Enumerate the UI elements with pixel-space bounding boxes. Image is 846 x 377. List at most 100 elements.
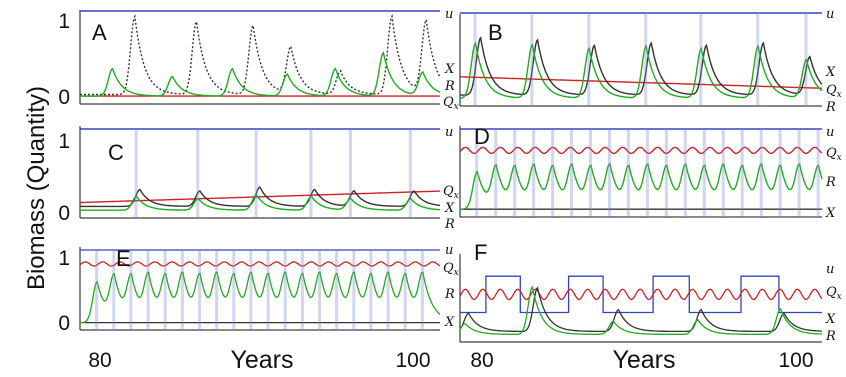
line-Q-D: [459, 146, 823, 155]
u-band-E-2: [129, 250, 133, 330]
series-label-E-R: R: [444, 287, 455, 302]
panel-A: 1 0 A u X R Qx: [58, 7, 458, 112]
u-band-D-4: [551, 129, 555, 217]
xtick-100-right: 100: [778, 349, 813, 372]
u-band-C-2: [254, 129, 258, 218]
u-band-C-4: [348, 129, 352, 218]
u-band-B-0: [473, 13, 477, 106]
line-R-B: [459, 41, 823, 99]
u-band-D-7: [608, 129, 611, 217]
series-label-E-X: X: [444, 315, 455, 330]
series-label-C-Qx: Qx: [443, 184, 459, 201]
ytick-0-C: 0: [58, 202, 70, 225]
u-band-E-13: [318, 250, 321, 330]
line-Q-F: [459, 288, 823, 301]
line-X-A: [80, 14, 441, 96]
u-band-E-1: [112, 250, 116, 330]
panel-label-D: D: [474, 124, 490, 149]
u-band-B-1: [530, 13, 534, 106]
series-label-E-Qx: Qx: [443, 261, 459, 278]
series-label-F-R: R: [825, 329, 836, 344]
u-band-E-0: [95, 250, 99, 330]
series-label-A-Qx: Qx: [443, 95, 459, 112]
u-band-D-2: [513, 129, 517, 217]
series-label-A-X: X: [444, 62, 455, 77]
panel-label-E: E: [116, 246, 131, 271]
u-band-E-3: [146, 250, 150, 330]
line-X-F: [459, 286, 822, 333]
u-band-E-14: [335, 250, 339, 330]
u-band-D-15: [759, 129, 763, 217]
u-band-E-4: [163, 250, 167, 330]
u-band-D-6: [589, 129, 592, 217]
u-band-E-7: [215, 250, 219, 330]
x-axis-right: 80 Years 100: [470, 346, 813, 374]
u-band-E-10: [266, 250, 270, 330]
y-axis-label: Biomass (Quantity): [23, 86, 50, 290]
u-band-E-12: [300, 250, 304, 330]
series-label-B-R: R: [825, 100, 836, 115]
series-label-B-u: u: [826, 7, 834, 22]
ytick-0-A: 0: [58, 86, 70, 109]
plot-D: [459, 126, 823, 218]
panel-label-F: F: [474, 240, 487, 265]
line-R-A: [80, 51, 441, 97]
u-band-D-0: [475, 129, 479, 217]
panel-label-B: B: [488, 20, 503, 45]
u-band-C-3: [309, 129, 313, 218]
line-Q-B: [460, 76, 823, 89]
plot-F: [459, 254, 823, 343]
u-band-D-5: [570, 129, 573, 217]
panel-C: 1 0 C u Qx X R: [58, 125, 458, 232]
u-band-D-10: [664, 129, 668, 217]
u-band-D-14: [740, 129, 744, 217]
u-band-E-5: [180, 250, 184, 330]
ytick-0-E: 0: [58, 312, 70, 335]
u-band-E-9: [249, 250, 253, 330]
line-u-F: [460, 275, 822, 314]
x-axis-left: 80 Years 100: [88, 346, 430, 374]
series-label-F-u: u: [826, 262, 834, 277]
u-band-D-3: [532, 129, 536, 217]
u-band-D-11: [683, 129, 687, 217]
plot-C: [79, 126, 441, 219]
u-band-E-11: [283, 250, 287, 330]
panel-B: B u X Qx R: [459, 7, 842, 115]
xtick-80-right: 80: [470, 349, 493, 372]
line-R-F: [459, 285, 822, 335]
u-band-D-8: [626, 129, 630, 217]
u-band-D-12: [702, 129, 706, 217]
panel-F: F u Qx X R: [459, 240, 842, 344]
series-label-A-R: R: [444, 79, 455, 94]
series-label-C-u: u: [445, 125, 453, 140]
u-band-D-13: [721, 129, 725, 217]
u-band-D-17: [797, 129, 801, 217]
series-label-E-u: u: [445, 243, 453, 258]
u-band-B-3: [644, 13, 648, 106]
series-label-C-X: X: [444, 201, 455, 216]
plot-A: [79, 10, 441, 105]
panel-E: 1 0 E u Qx R X: [58, 243, 458, 335]
u-band-E-17: [386, 250, 390, 330]
u-band-B-4: [699, 13, 703, 106]
u-band-B-2: [587, 13, 591, 106]
line-X-B: [460, 36, 823, 96]
u-band-E-18: [403, 250, 407, 330]
line-Q-E: [79, 261, 441, 267]
series-label-D-R: R: [825, 175, 836, 190]
series-label-F-X: X: [825, 312, 836, 327]
u-band-D-16: [778, 129, 782, 217]
line-R-D: [460, 163, 823, 210]
line-R-C: [80, 194, 441, 211]
panel-D: D u Qx R X: [459, 124, 842, 221]
panel-label-C: C: [108, 140, 124, 165]
u-band-E-19: [420, 250, 424, 330]
line-R-E: [80, 271, 441, 324]
x-axis-label-right: Years: [612, 346, 675, 374]
xtick-100-left: 100: [395, 349, 430, 372]
u-band-C-5: [408, 129, 412, 218]
u-band-C-0: [134, 129, 138, 218]
u-band-D-1: [494, 129, 498, 217]
u-band-B-6: [804, 13, 808, 106]
u-band-D-9: [645, 129, 649, 217]
